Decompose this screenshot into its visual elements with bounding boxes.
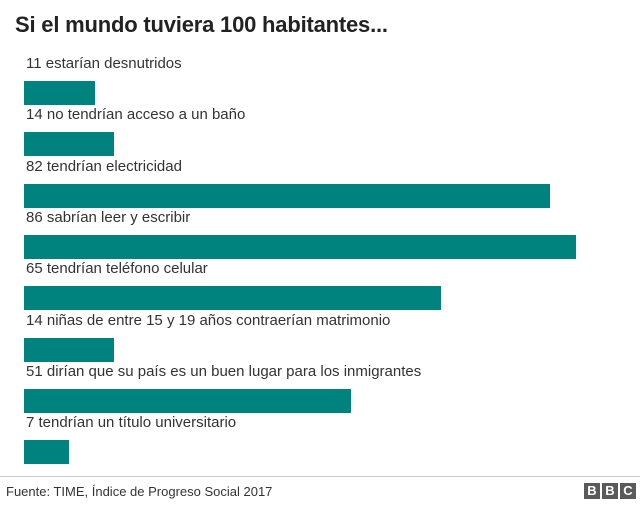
bar-row: 82 tendrían electricidad [24, 158, 624, 208]
bar [24, 234, 577, 259]
bar [24, 286, 442, 311]
bar-chart: 11 estarían desnutridos 14 no tendrían ac… [24, 55, 624, 465]
bar-label: 11 estarían desnutridos [26, 55, 182, 72]
bar-row: 51 dirían que su país es un buen lugar p… [24, 363, 624, 413]
source-note: Fuente: TIME, Índice de Progreso Social … [6, 484, 273, 499]
bar [24, 183, 551, 208]
bar-label: 14 niñas de entre 15 y 19 años contraerí… [26, 311, 391, 329]
bar [24, 132, 114, 157]
bar-row: 14 niñas de entre 15 y 19 años contraerí… [24, 312, 624, 362]
bbc-logo-letter: B [584, 483, 600, 499]
bar-label: 86 sabrían leer y escribir [26, 208, 191, 226]
bar-label: 82 tendrían electricidad [26, 157, 182, 175]
bbc-logo-letter: C [620, 483, 636, 499]
bar [24, 337, 114, 362]
bbc-logo-letter: B [602, 483, 618, 499]
bar [24, 81, 95, 105]
bar-row: 7 tendrían un título universitario [24, 414, 624, 465]
bar-row: 86 sabrían leer y escribir [24, 209, 624, 259]
bar-label: 7 tendrían un título universitario [26, 414, 237, 432]
footer-divider [0, 476, 640, 477]
bar [24, 388, 352, 413]
bar-label: 14 no tendrían acceso a un baño [26, 106, 246, 124]
bbc-logo: B B C [584, 483, 636, 499]
chart-title: Si el mundo tuviera 100 habitantes... [15, 12, 388, 37]
bar-row: 65 tendrían teléfono celular [24, 260, 624, 311]
bar-row: 11 estarían desnutridos [24, 55, 624, 105]
bar-label: 65 tendrían teléfono celular [26, 260, 208, 278]
bar [24, 440, 69, 465]
bar-label: 51 dirían que su país es un buen lugar p… [26, 362, 422, 380]
bar-row: 14 no tendrían acceso a un baño [24, 106, 624, 157]
